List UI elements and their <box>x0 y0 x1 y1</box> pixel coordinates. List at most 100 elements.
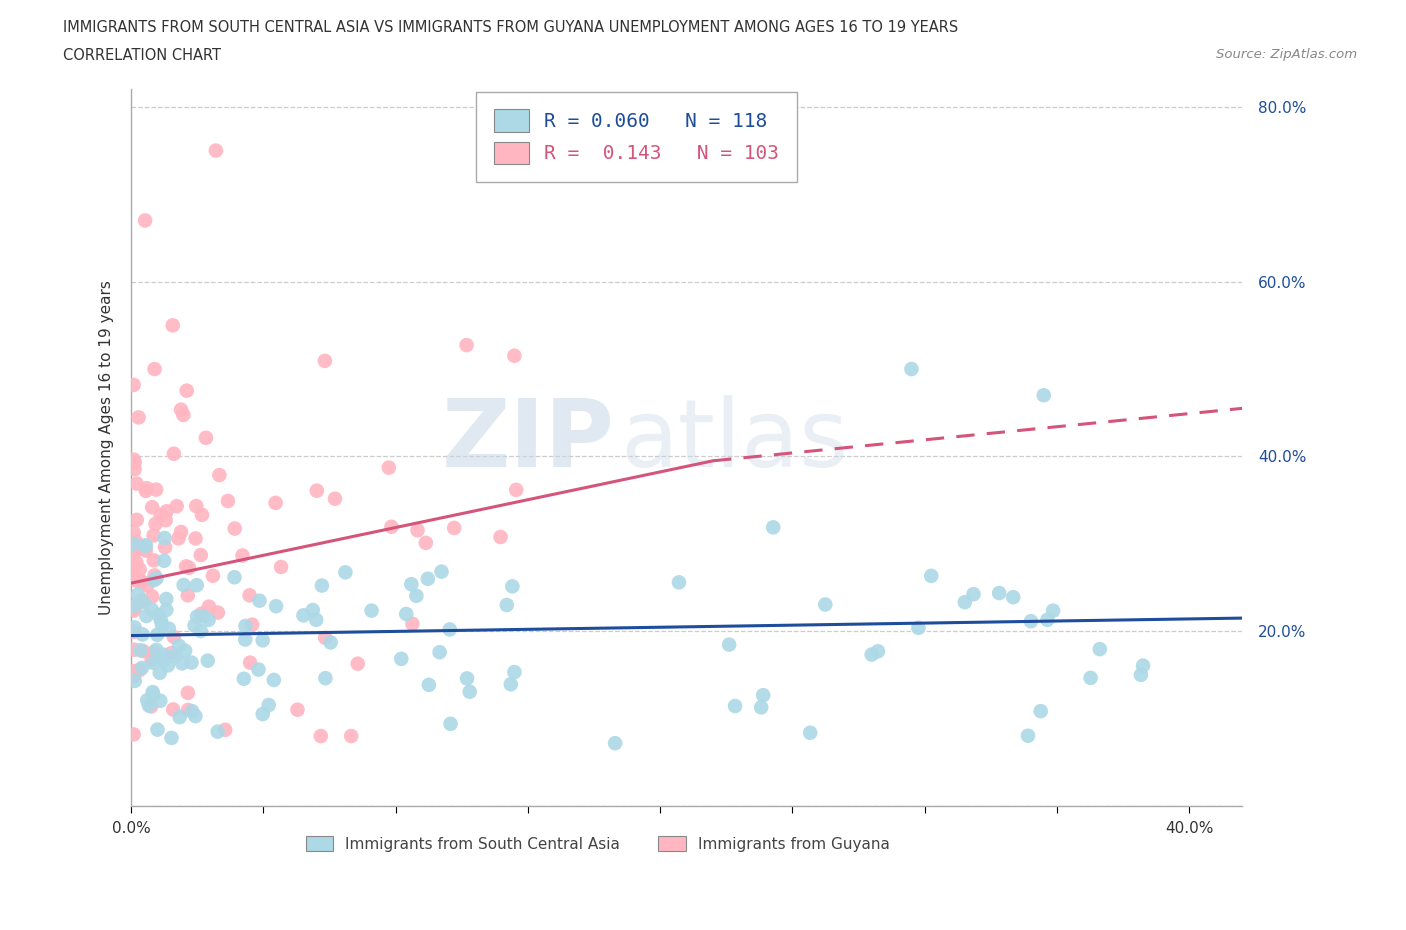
Point <box>135 543 157 558</box>
Point <box>134 541 156 556</box>
Point <box>503 665 526 680</box>
Point <box>122 604 145 618</box>
Point <box>335 565 357 579</box>
Point <box>380 519 402 534</box>
Point <box>141 652 163 667</box>
Point <box>1042 604 1064 618</box>
Point <box>430 565 453 579</box>
Point <box>163 630 186 644</box>
Point <box>136 578 159 593</box>
Point <box>150 618 173 632</box>
Point <box>142 553 165 568</box>
Point <box>1002 590 1025 604</box>
Point <box>340 728 363 743</box>
Point <box>953 595 976 610</box>
Point <box>503 349 526 364</box>
Point <box>252 633 274 648</box>
Point <box>724 698 747 713</box>
Point <box>131 593 153 608</box>
Point <box>395 606 418 621</box>
Point <box>668 575 690 590</box>
Point <box>749 700 772 715</box>
Point <box>177 702 200 717</box>
Point <box>141 699 163 714</box>
Point <box>718 637 741 652</box>
Point <box>224 570 246 585</box>
Point <box>167 531 190 546</box>
Point <box>235 618 257 633</box>
Point <box>122 669 145 684</box>
Point <box>309 728 332 743</box>
Point <box>160 730 183 745</box>
Point <box>186 578 208 592</box>
Point <box>177 560 200 575</box>
Point <box>799 725 821 740</box>
Point <box>814 597 837 612</box>
Point <box>314 353 336 368</box>
Point <box>456 671 478 685</box>
Point <box>170 525 193 539</box>
Point <box>186 498 208 513</box>
Point <box>122 537 145 551</box>
Point <box>156 504 179 519</box>
Point <box>287 702 309 717</box>
Point <box>162 318 184 333</box>
Text: CORRELATION CHART: CORRELATION CHART <box>63 48 221 63</box>
Point <box>135 484 157 498</box>
Point <box>1080 671 1102 685</box>
Point <box>186 609 208 624</box>
Point <box>389 651 412 666</box>
Text: ZIP: ZIP <box>441 394 614 486</box>
Point <box>231 548 253 563</box>
Point <box>145 571 167 586</box>
Point <box>149 508 172 523</box>
Point <box>962 587 984 602</box>
Point <box>1036 612 1059 627</box>
Point <box>135 608 157 623</box>
Point <box>152 647 174 662</box>
Point <box>131 574 153 589</box>
Point <box>415 536 437 551</box>
Point <box>311 578 333 593</box>
Point <box>162 702 184 717</box>
Point <box>156 658 179 673</box>
Point <box>314 631 336 645</box>
Point <box>190 606 212 621</box>
Point <box>177 685 200 700</box>
Point <box>232 671 254 686</box>
Point <box>170 403 193 418</box>
Point <box>163 446 186 461</box>
Point <box>135 538 157 553</box>
Point <box>292 608 315 623</box>
Point <box>183 618 205 633</box>
Point <box>378 460 401 475</box>
Point <box>149 694 172 709</box>
Point <box>146 628 169 643</box>
Point <box>263 672 285 687</box>
Point <box>184 531 207 546</box>
Point <box>149 665 172 680</box>
Point <box>190 623 212 638</box>
Point <box>416 571 439 586</box>
Point <box>197 613 219 628</box>
Point <box>122 525 145 540</box>
Point <box>257 698 280 712</box>
Point <box>125 535 148 550</box>
Point <box>124 673 146 688</box>
Point <box>122 560 145 575</box>
Point <box>142 687 165 702</box>
Point <box>197 653 219 668</box>
Point <box>900 362 922 377</box>
Point <box>252 707 274 722</box>
Point <box>155 591 177 606</box>
Point <box>124 601 146 616</box>
Point <box>214 723 236 737</box>
Point <box>141 589 163 604</box>
Point <box>124 544 146 559</box>
Point <box>1132 658 1154 673</box>
Point <box>866 644 889 658</box>
Point <box>205 143 228 158</box>
Point <box>1029 704 1052 719</box>
Point <box>131 627 153 642</box>
Point <box>190 548 212 563</box>
